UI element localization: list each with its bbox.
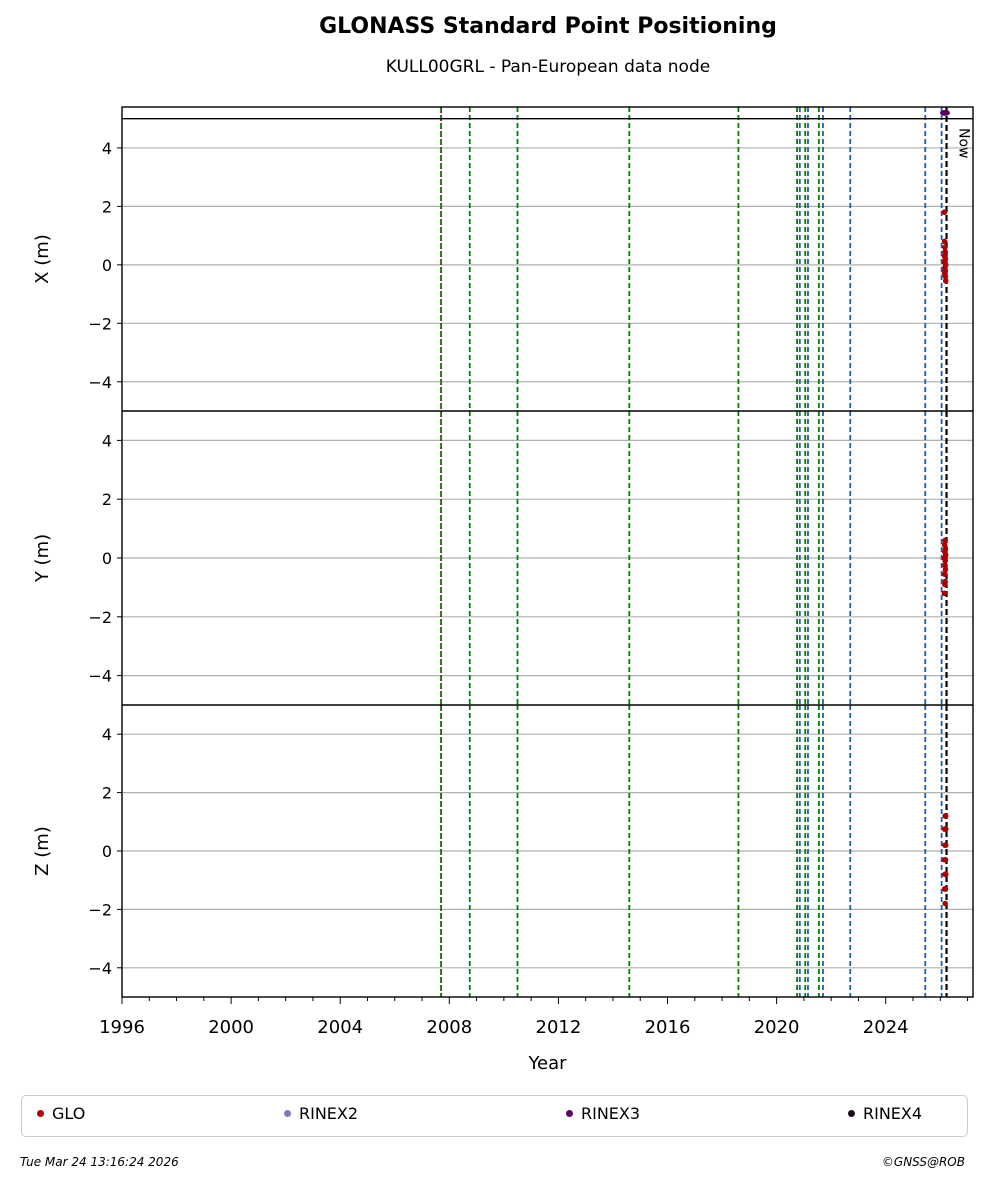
data-point bbox=[942, 581, 948, 588]
data-point bbox=[942, 856, 949, 863]
now-label: Now bbox=[956, 128, 972, 159]
x-tick-label: 1996 bbox=[99, 1017, 145, 1038]
x-axis-label: Year bbox=[527, 1053, 567, 1074]
timestamp: Tue Mar 24 13:16:24 2026 bbox=[20, 1155, 179, 1169]
data-point bbox=[942, 562, 948, 569]
y-tick-label: −4 bbox=[88, 373, 112, 392]
data-point bbox=[942, 886, 949, 892]
data-point bbox=[942, 813, 948, 819]
data-point bbox=[942, 558, 948, 564]
x-tick-label: 2012 bbox=[536, 1017, 582, 1038]
data-point bbox=[942, 842, 949, 848]
x-tick-label: 2016 bbox=[645, 1017, 691, 1038]
legend-label: GLO bbox=[52, 1104, 86, 1123]
data-point bbox=[942, 871, 949, 878]
data-point bbox=[941, 590, 948, 597]
data-point bbox=[942, 566, 949, 573]
x-tick-label: 2020 bbox=[754, 1017, 800, 1038]
y-tick-label: 0 bbox=[102, 842, 112, 861]
y-axis-label: Y (m) bbox=[32, 534, 53, 583]
y-tick-label: 2 bbox=[102, 490, 112, 509]
legend-item-rinex2: RINEX2 bbox=[284, 1104, 358, 1123]
chart-area: 4 2 0 −2 −4 X (m) 4 2 0 −2 −4 Y (m) 4 2 0 −2 −4 Z (m) Now 1… bbox=[32, 106, 974, 1074]
glo-marker-icon bbox=[37, 1110, 44, 1117]
y-tick-label: −2 bbox=[88, 608, 112, 627]
data-point bbox=[942, 826, 949, 832]
data-point bbox=[942, 248, 948, 255]
legend-item-rinex4: RINEX4 bbox=[848, 1104, 922, 1123]
data-point bbox=[942, 537, 948, 544]
chart-subtitle: KULL00GRL - Pan-European data node bbox=[385, 57, 711, 77]
y-tick-label: 4 bbox=[102, 139, 112, 158]
data-point bbox=[942, 278, 949, 284]
data-point bbox=[942, 273, 949, 280]
plot-frame bbox=[121, 106, 974, 998]
y-tick-label: −4 bbox=[88, 959, 112, 978]
y-axis-label: X (m) bbox=[32, 234, 53, 284]
credit: ©GNSS@ROB bbox=[881, 1155, 965, 1169]
rinex4-marker-icon bbox=[848, 1110, 855, 1117]
data-point bbox=[942, 244, 948, 251]
x-tick-label: 2004 bbox=[317, 1017, 363, 1038]
legend: GLO RINEX2 RINEX3 RINEX4 bbox=[21, 1095, 968, 1137]
chart-title: GLONASS Standard Point Positioning bbox=[319, 14, 777, 39]
data-point bbox=[941, 541, 948, 548]
y-tick-label: 4 bbox=[102, 725, 112, 744]
data-point bbox=[941, 571, 948, 577]
legend-label: RINEX2 bbox=[299, 1104, 359, 1123]
y-tick-label: 0 bbox=[102, 256, 112, 275]
rinex3-point bbox=[939, 109, 950, 116]
y-axis-label: Z (m) bbox=[32, 826, 53, 876]
x-tick-label: 2000 bbox=[208, 1017, 254, 1038]
y-tick-label: −4 bbox=[88, 667, 112, 686]
rinex2-marker-icon bbox=[284, 1110, 291, 1117]
data-point bbox=[941, 209, 948, 216]
y-tick-label: 2 bbox=[102, 784, 112, 803]
data-point bbox=[942, 900, 948, 907]
legend-item-rinex3: RINEX3 bbox=[566, 1104, 640, 1123]
data-point bbox=[941, 238, 948, 245]
legend-label: RINEX3 bbox=[581, 1104, 641, 1123]
y-tick-label: −2 bbox=[88, 900, 112, 919]
x-tick-label: 2008 bbox=[426, 1017, 472, 1038]
legend-label: RINEX4 bbox=[863, 1104, 923, 1123]
rinex3-marker-icon bbox=[566, 1110, 573, 1117]
y-tick-label: −2 bbox=[88, 314, 112, 333]
x-tick-label: 2024 bbox=[863, 1017, 909, 1038]
legend-item-glo: GLO bbox=[37, 1104, 85, 1123]
y-tick-label: 4 bbox=[102, 431, 112, 450]
y-tick-label: 0 bbox=[102, 549, 112, 568]
y-tick-label: 2 bbox=[102, 197, 112, 216]
